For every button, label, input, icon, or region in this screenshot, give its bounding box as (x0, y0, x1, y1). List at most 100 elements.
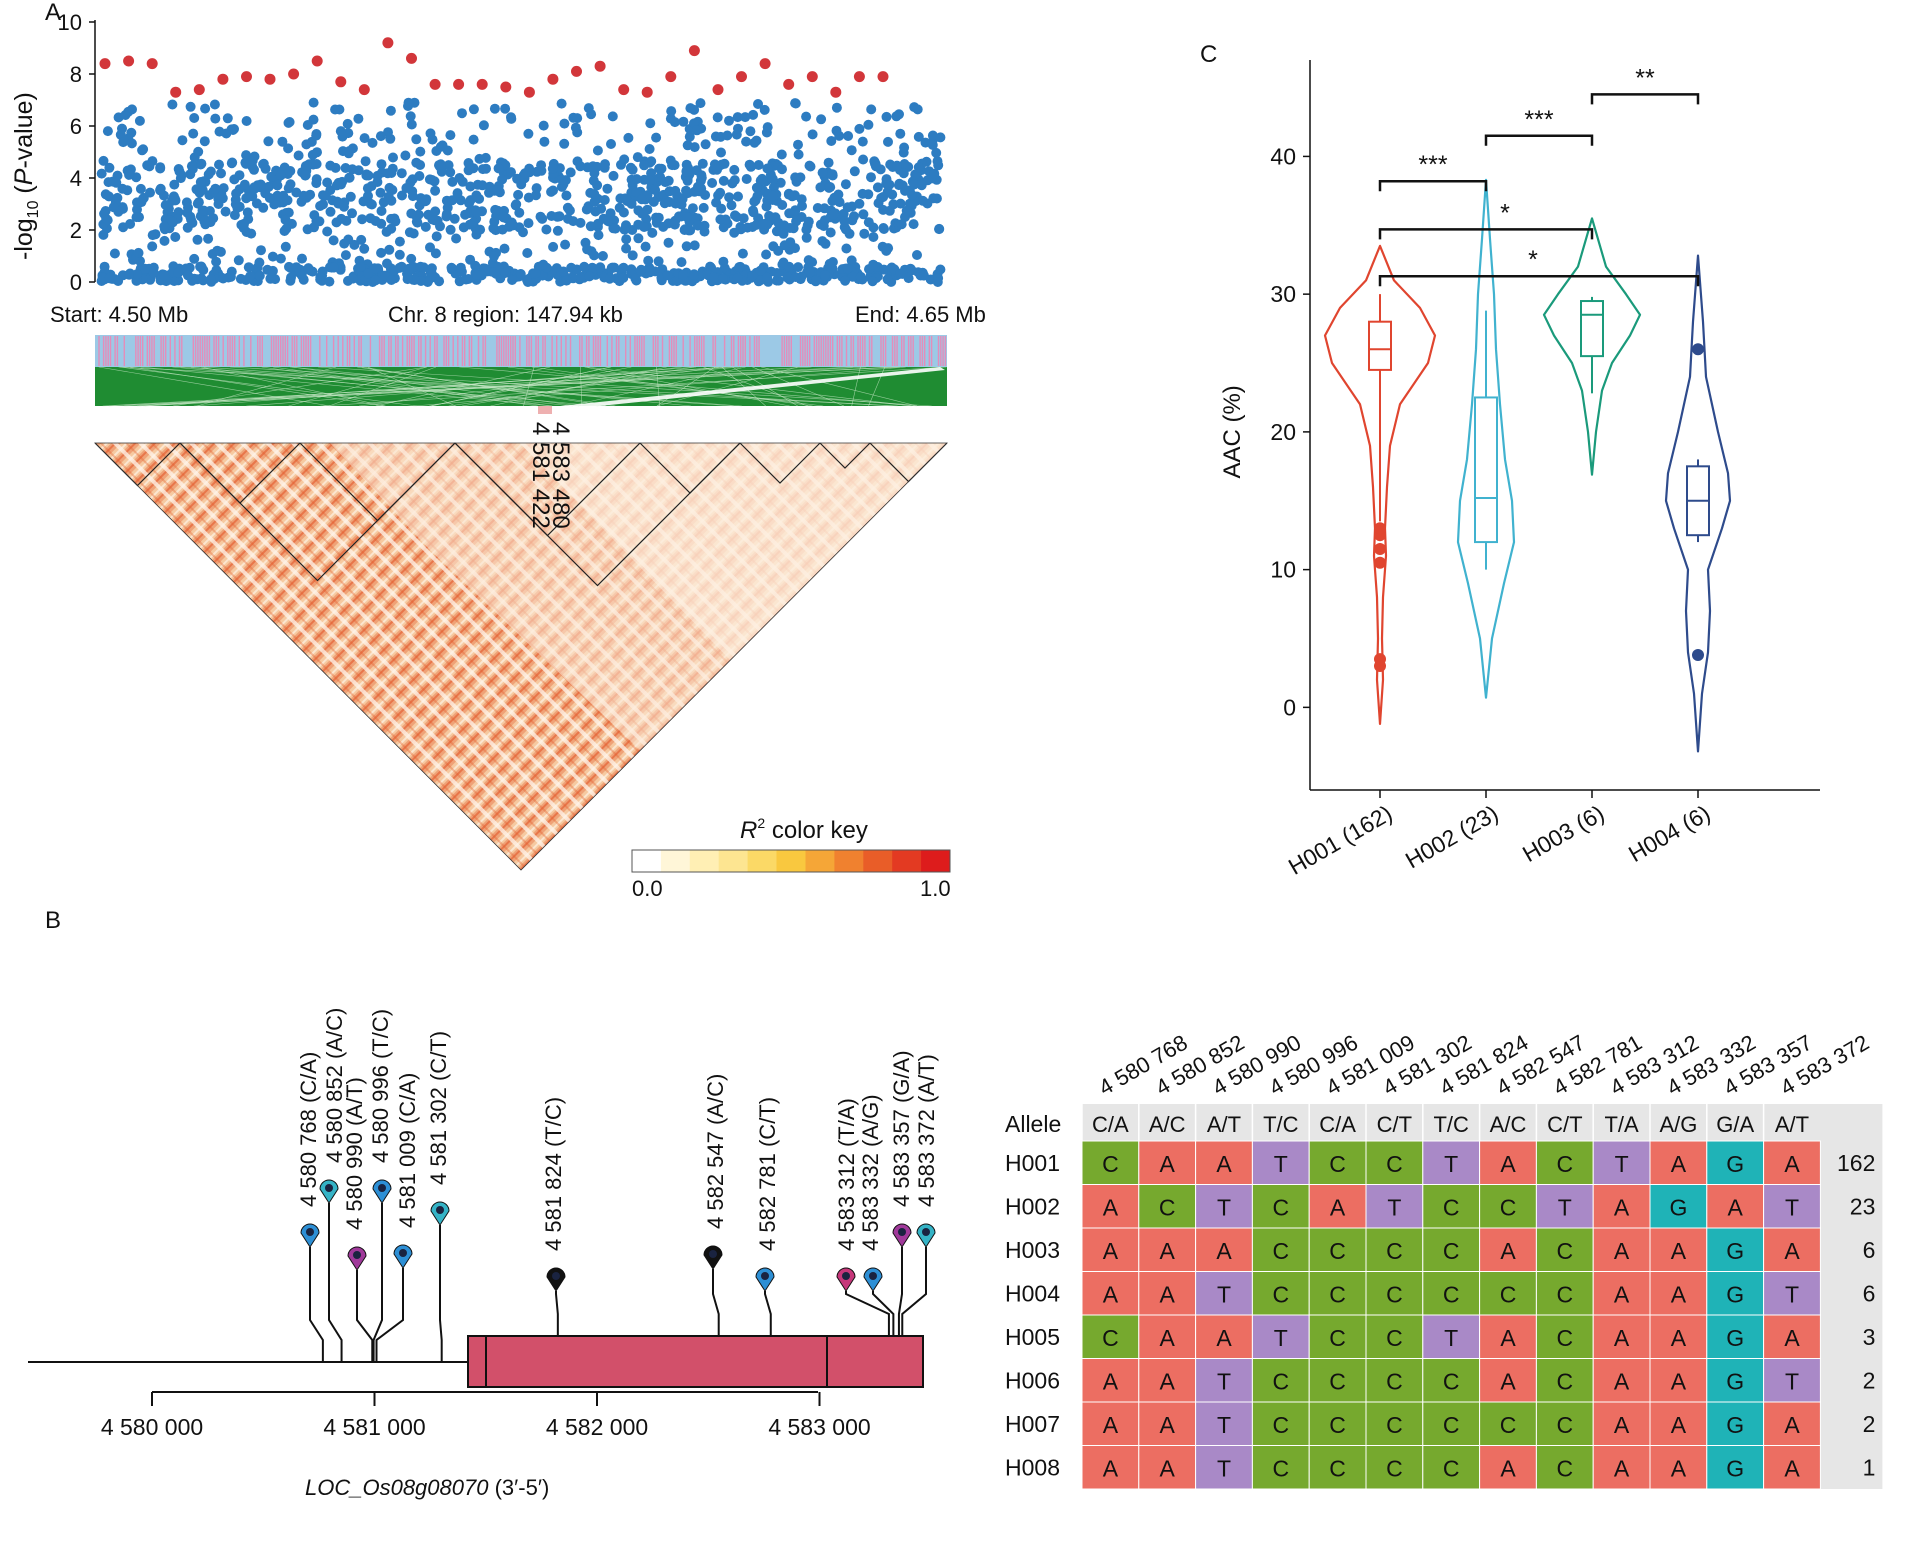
table-cell-base: A (1614, 1456, 1630, 1482)
manhattan-point-significant (123, 55, 135, 67)
manhattan-point (588, 175, 599, 186)
snp-tick (408, 336, 411, 366)
snp-tick (569, 336, 572, 366)
manhattan-point (249, 151, 260, 162)
snp-tick (153, 336, 155, 366)
ld-link (851, 366, 861, 407)
manhattan-point (210, 183, 221, 194)
y-tick-label: 10 (1270, 557, 1296, 583)
manhattan-point (718, 175, 729, 186)
manhattan-point (193, 146, 204, 157)
manhattan-point (325, 206, 336, 217)
manhattan-point (715, 214, 726, 225)
color-key-swatch (660, 850, 691, 872)
snp-tick (197, 336, 199, 366)
manhattan-point (376, 159, 387, 170)
manhattan-point (815, 182, 826, 193)
manhattan-point (197, 185, 208, 195)
manhattan-point (631, 174, 642, 185)
table-cell (1479, 1271, 1537, 1316)
snp-tick (820, 336, 822, 366)
manhattan-point (275, 170, 286, 181)
table-cell-base: A (1103, 1195, 1119, 1221)
table-cell (1479, 1358, 1537, 1403)
manhattan-point (801, 224, 812, 235)
ld-link (361, 366, 607, 407)
manhattan-point (536, 160, 547, 171)
table-cell-base: A (1103, 1456, 1119, 1482)
table-cell-base: A (1784, 1412, 1800, 1438)
table-count-column-bg (1820, 1141, 1883, 1489)
manhattan-point (901, 205, 912, 216)
table-cell-base: A (1160, 1325, 1176, 1351)
manhattan-point (801, 111, 812, 122)
ld-link (193, 366, 697, 407)
manhattan-point (109, 248, 120, 259)
manhattan-point (868, 259, 879, 270)
manhattan-point-significant (759, 58, 771, 70)
manhattan-point (314, 216, 325, 227)
manhattan-point (734, 262, 745, 273)
snp-pin-dot (922, 1228, 930, 1236)
table-cell-base: C (1443, 1369, 1460, 1395)
table-cell-base: A (1160, 1151, 1176, 1177)
table-row-count: 2 (1863, 1368, 1876, 1394)
table-allele-cell: G/A (1716, 1112, 1754, 1137)
snp-density-strip (95, 335, 947, 367)
manhattan-point (254, 257, 265, 268)
snp-tick (841, 336, 843, 366)
manhattan-point (849, 166, 860, 177)
snp-tick (749, 336, 751, 366)
ld-block-outline (819, 442, 871, 469)
manhattan-point (131, 212, 142, 223)
manhattan-point (777, 200, 788, 210)
manhattan-point (640, 241, 651, 252)
table-cell-base: G (1726, 1325, 1744, 1351)
manhattan-point-significant (523, 86, 535, 98)
snp-tick (758, 336, 760, 366)
manhattan-point (229, 210, 240, 221)
manhattan-point (148, 267, 159, 278)
manhattan-point (348, 273, 359, 284)
manhattan-point (552, 225, 563, 236)
table-cell (1763, 1271, 1821, 1316)
manhattan-point (729, 175, 740, 186)
manhattan-point (767, 174, 778, 185)
snp-tick (864, 336, 866, 366)
table-allele-cell: C/T (1547, 1112, 1582, 1137)
box-iqr (1368, 320, 1392, 371)
ld-snp-label: 4 581 422 (527, 422, 554, 529)
snp-tick (818, 336, 820, 366)
manhattan-point (490, 204, 501, 215)
manhattan-point-significant (335, 76, 347, 88)
table-cell-base: A (1160, 1369, 1176, 1395)
manhattan-point (468, 104, 479, 115)
manhattan-point (520, 168, 530, 179)
manhattan-point (847, 215, 858, 226)
manhattan-point (363, 170, 374, 181)
manhattan-point (820, 270, 830, 281)
ld-link (172, 366, 599, 407)
snp-tick (429, 336, 431, 366)
gene-axis-tick-label: 4 581 000 (323, 1414, 425, 1440)
manhattan-point (280, 241, 291, 252)
ld-link-gap (560, 367, 945, 406)
manhattan-point (343, 128, 354, 139)
table-cell-base: A (1671, 1325, 1687, 1351)
manhattan-point (333, 198, 344, 209)
table-cell-base: C (1159, 1195, 1176, 1221)
manhattan-point (342, 118, 353, 129)
manhattan-point (858, 209, 869, 220)
manhattan-point (277, 136, 288, 147)
table-cell-base: T (1217, 1412, 1231, 1438)
manhattan-point (882, 274, 893, 285)
manhattan-point-significant (500, 81, 512, 93)
manhattan-point (185, 211, 196, 222)
color-key-swatch (632, 850, 662, 872)
manhattan-point (411, 216, 422, 227)
manhattan-point (595, 262, 606, 273)
manhattan-point (449, 213, 460, 224)
snp-tick (606, 336, 608, 366)
violin-shape (1456, 178, 1516, 699)
ld-link (721, 366, 766, 407)
